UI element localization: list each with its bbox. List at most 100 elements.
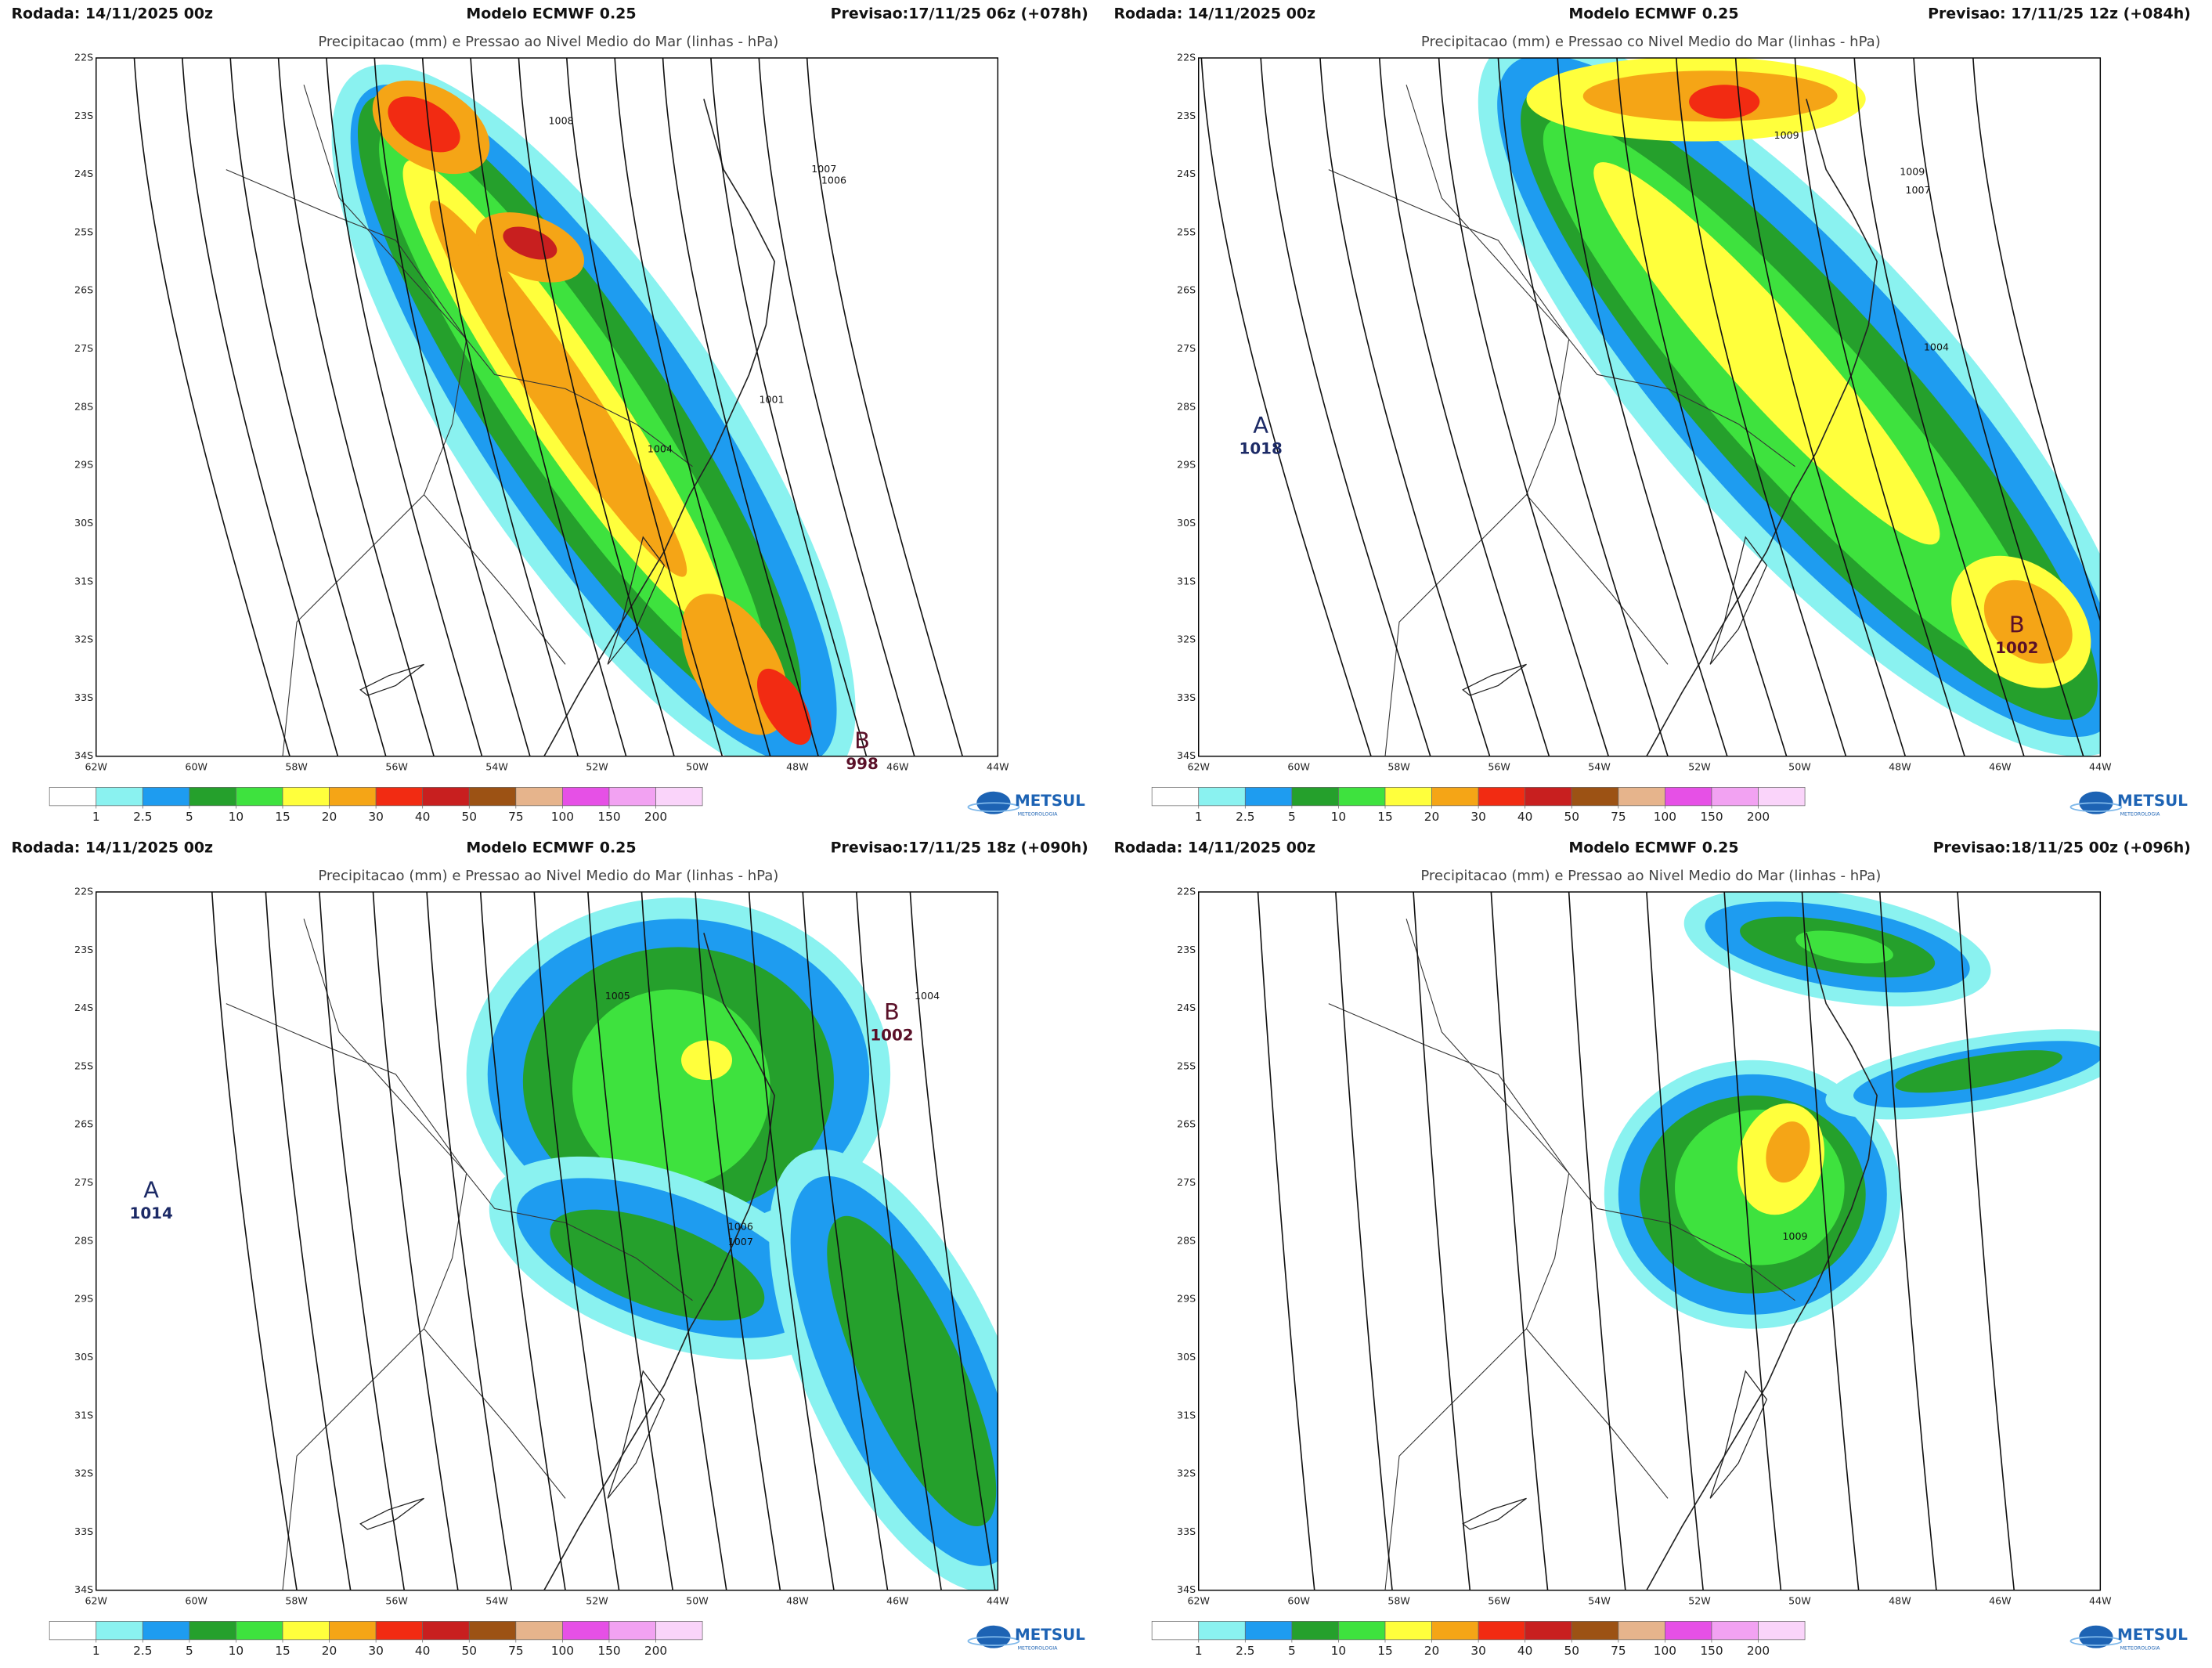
latitude-label: 25S (74, 1060, 93, 1071)
border-line (282, 1173, 467, 1590)
colorbar-box (375, 1621, 424, 1641)
lagoon (1709, 536, 1768, 665)
border-line (1526, 494, 1669, 665)
colorbar-box (1431, 787, 1479, 807)
colorbar-box (1198, 1621, 1246, 1641)
latitude-label: 22S (74, 52, 93, 63)
forecast-panel: Rodada: 14/11/2025 00z Modelo ECMWF 0.25 P… (1113, 5, 2190, 824)
colorbar-box (375, 787, 424, 807)
isobar-label: 1001 (759, 393, 784, 405)
colorbar-box (1431, 1621, 1479, 1641)
pressure-center-letter: B (884, 998, 900, 1025)
map-frame (96, 57, 999, 757)
latitude-label: 24S (1177, 168, 1196, 179)
logo-tagline: METEOROLOGIA (2120, 1646, 2161, 1652)
precipitation-area (681, 1040, 732, 1081)
border-line (1384, 339, 1570, 756)
latitude-label: 31S (1177, 575, 1196, 587)
border-line (424, 494, 566, 665)
forecast-label: Previsao:17/11/25 18z (+090h) (831, 839, 1088, 857)
colorbar-label: 40 (1517, 810, 1533, 824)
colorbar-box (236, 1621, 283, 1641)
colorbar-box (608, 787, 656, 807)
colorbar-box (189, 1621, 236, 1641)
isobar (1616, 58, 1788, 756)
latitude-label: 31S (1177, 1409, 1196, 1421)
isobar-label: 1007 (1905, 184, 1930, 196)
latitude-label: 27S (1177, 1176, 1196, 1188)
logo-tagline: METEOROLOGIA (1018, 1646, 1059, 1652)
latitude-label: 34S (1177, 1583, 1196, 1595)
colorbar-box (1291, 787, 1339, 807)
colorbar-label: 40 (415, 810, 431, 824)
latitude-label: 26S (1177, 284, 1196, 296)
latitude-label: 28S (74, 1234, 93, 1246)
colorbar-label: 50 (462, 1644, 478, 1658)
pressure-center-value: 1014 (130, 1204, 173, 1222)
isobar (470, 58, 627, 756)
longitude-label: 62W (1187, 1595, 1210, 1607)
latitude-label: 25S (1177, 1060, 1196, 1071)
longitude-label: 60W (185, 1595, 207, 1607)
isobar (319, 892, 406, 1590)
colorbar-box (282, 787, 330, 807)
longitude-label: 48W (1889, 1595, 1911, 1607)
latitude-label: 26S (74, 284, 93, 296)
colorbar-box (1618, 1621, 1665, 1641)
isobar (1490, 892, 1549, 1590)
longitude-label: 44W (2089, 1595, 2112, 1607)
colorbar-label: 1 (1195, 810, 1203, 824)
latitude-label: 22S (74, 886, 93, 897)
colorbar-label: 30 (368, 1644, 384, 1658)
latitude-label: 29S (74, 459, 93, 471)
coastline (543, 99, 775, 756)
isobar-label: 1009 (1774, 129, 1799, 141)
colorbar-label: 75 (1611, 1644, 1626, 1658)
colorbar-label: 5 (1288, 1644, 1296, 1658)
run-label: Rodada: 14/11/2025 00z (1113, 5, 1315, 23)
isobar (1557, 58, 1728, 756)
precipitation-area (827, 1215, 997, 1527)
latitude-label: 29S (74, 1293, 93, 1305)
map-area (1198, 58, 2101, 756)
colorbar-box (142, 787, 190, 807)
longitude-label: 50W (1788, 1595, 1811, 1607)
colorbar-label: 5 (1288, 810, 1296, 824)
longitude-label: 48W (786, 1595, 809, 1607)
colorbar-box (562, 787, 610, 807)
longitude-label: 54W (485, 761, 508, 773)
colorbar-box (422, 1621, 470, 1641)
colorbar-label: 15 (1377, 1644, 1393, 1658)
model-label: Modelo ECMWF 0.25 (466, 5, 636, 23)
precipitation-area (429, 200, 687, 577)
colorbar-box (422, 787, 470, 807)
pressure-center-value: 1002 (1995, 639, 2038, 657)
isobar (1260, 58, 1431, 756)
colorbar-box (1711, 787, 1759, 807)
isobar (1438, 58, 1609, 756)
latitude-label: 25S (74, 226, 93, 237)
colorbar-label: 75 (508, 810, 524, 824)
latitude-label: 33S (74, 691, 93, 703)
longitude-label: 50W (686, 761, 709, 773)
isobar-label: 1004 (915, 990, 940, 1002)
longitude-label: 56W (385, 1595, 408, 1607)
colorbar-label: 30 (368, 810, 384, 824)
latitude-label: 33S (74, 1525, 93, 1537)
colorbar-label: 100 (551, 810, 574, 824)
isobar (587, 892, 673, 1590)
latitude-label: 23S (74, 110, 93, 121)
isobar (1568, 892, 1626, 1590)
colorbar-box (1618, 787, 1665, 807)
isobar (277, 58, 435, 756)
colorbar-label: 2.5 (1236, 810, 1254, 824)
colorbar-label: 40 (415, 1644, 431, 1658)
colorbar-box (468, 1621, 517, 1641)
isobar (1378, 58, 1550, 756)
colorbar-box (515, 1621, 563, 1641)
colorbar-label: 100 (1654, 810, 1676, 824)
colorbar-box (329, 787, 377, 807)
model-label: Modelo ECMWF 0.25 (466, 839, 636, 857)
latitude-label: 32S (1177, 1468, 1196, 1479)
latitude-label: 23S (74, 944, 93, 955)
